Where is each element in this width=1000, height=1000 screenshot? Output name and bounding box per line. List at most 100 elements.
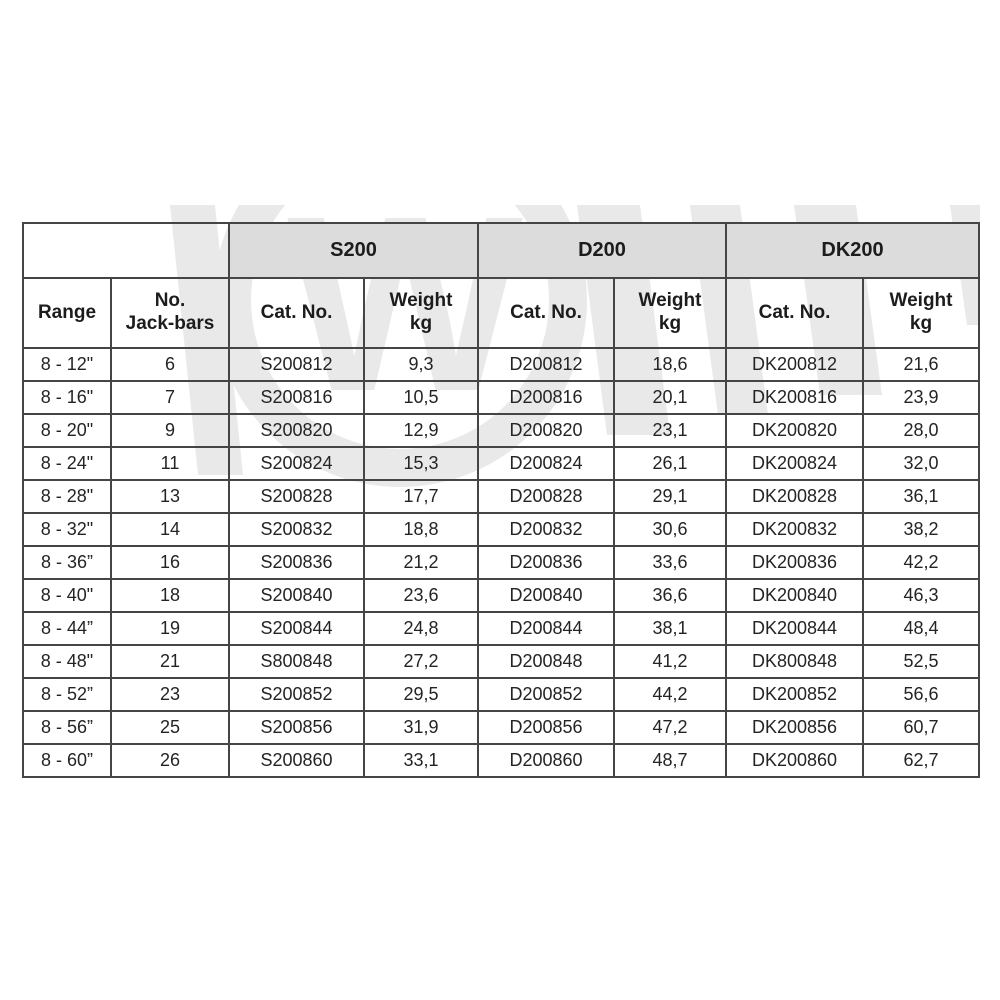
group-header-row: S200 D200 DK200 <box>22 222 981 279</box>
column-header-d200-cat-no: Cat. No. <box>477 277 615 349</box>
table-cell-s200-cat: S200844 <box>228 611 365 646</box>
table-cell-range: 8 - 12" <box>22 347 112 382</box>
table-cell-jack-bars: 6 <box>110 347 230 382</box>
table-cell-s200-cat: S200852 <box>228 677 365 712</box>
table-cell-d200-wt: 33,6 <box>613 545 727 580</box>
table-cell-s200-wt: 21,2 <box>363 545 479 580</box>
table-cell-d200-cat: D200820 <box>477 413 615 448</box>
group-header-s200: S200 <box>228 222 479 279</box>
table-cell-d200-wt: 47,2 <box>613 710 727 745</box>
table-cell-d200-wt: 23,1 <box>613 413 727 448</box>
column-header-dk200-cat-no: Cat. No. <box>725 277 864 349</box>
table-cell-d200-wt: 26,1 <box>613 446 727 481</box>
table-cell-range: 8 - 16" <box>22 380 112 415</box>
table-cell-jack-bars: 19 <box>110 611 230 646</box>
column-header-d200-weight: Weight kg <box>613 277 727 349</box>
table-cell-dk200-wt: 23,9 <box>861 380 981 415</box>
table-row: 8 - 44” 19 S200844 24,8 D200844 38,1 DK200844 4… <box>22 611 981 646</box>
table-cell-s200-wt: 23,6 <box>363 578 479 613</box>
column-header-jack-bars: No. Jack-bars <box>110 277 230 349</box>
table-cell-d200-wt: 30,6 <box>613 512 727 547</box>
table-cell-dk200-wt: 38,2 <box>861 512 981 547</box>
table-cell-jack-bars: 21 <box>110 644 230 679</box>
table-cell-d200-wt: 38,1 <box>613 611 727 646</box>
table-cell-dk200-wt: 42,2 <box>861 545 981 580</box>
table-cell-d200-wt: 18,6 <box>613 347 727 382</box>
table-row: 8 - 48" 21 S800848 27,2 D200848 41,2 DK800848 5… <box>22 644 981 679</box>
table-cell-s200-wt: 33,1 <box>363 743 479 778</box>
table-cell-d200-cat: D200860 <box>477 743 615 778</box>
table-cell-dk200-cat: DK200844 <box>725 611 864 646</box>
table-cell-d200-cat: D200836 <box>477 545 615 580</box>
table-cell-d200-cat: D200812 <box>477 347 615 382</box>
table-cell-dk200-wt: 52,5 <box>861 644 981 679</box>
table-cell-dk200-cat: DK200852 <box>725 677 864 712</box>
table-cell-dk200-wt: 62,7 <box>861 743 981 778</box>
table-cell-s200-cat: S200860 <box>228 743 365 778</box>
table-cell-s200-wt: 15,3 <box>363 446 479 481</box>
table-cell-dk200-cat: DK200856 <box>725 710 864 745</box>
table-cell-s200-cat: S200824 <box>228 446 365 481</box>
table-cell-range: 8 - 44” <box>22 611 112 646</box>
table-cell-s200-cat: S800848 <box>228 644 365 679</box>
table-row: 8 - 20" 9 S200820 12,9 D200820 23,1 DK200820 28… <box>22 413 981 448</box>
table-cell-dk200-cat: DK200832 <box>725 512 864 547</box>
table-cell-dk200-wt: 48,4 <box>861 611 981 646</box>
table-cell-dk200-cat: DK200816 <box>725 380 864 415</box>
table-cell-range: 8 - 52” <box>22 677 112 712</box>
table-cell-s200-cat: S200836 <box>228 545 365 580</box>
table-cell-jack-bars: 23 <box>110 677 230 712</box>
table-cell-s200-wt: 18,8 <box>363 512 479 547</box>
table-row: 8 - 24" 11 S200824 15,3 D200824 26,1 DK200824 3… <box>22 446 981 481</box>
table-cell-jack-bars: 26 <box>110 743 230 778</box>
table-cell-dk200-cat: DK800848 <box>725 644 864 679</box>
table-cell-d200-wt: 44,2 <box>613 677 727 712</box>
table-cell-d200-cat: D200824 <box>477 446 615 481</box>
table-cell-dk200-wt: 56,6 <box>861 677 981 712</box>
table-cell-s200-wt: 31,9 <box>363 710 479 745</box>
table-cell-s200-cat: S200840 <box>228 578 365 613</box>
table-cell-jack-bars: 16 <box>110 545 230 580</box>
spec-table: S200 D200 DK200 Range No. Jack-bars Cat.… <box>22 222 981 778</box>
table-cell-s200-cat: S200856 <box>228 710 365 745</box>
table-cell-d200-cat: D200840 <box>477 578 615 613</box>
table-cell-dk200-wt: 60,7 <box>861 710 981 745</box>
table-cell-jack-bars: 13 <box>110 479 230 514</box>
table-cell-s200-wt: 29,5 <box>363 677 479 712</box>
table-cell-range: 8 - 56” <box>22 710 112 745</box>
table-cell-s200-cat: S200812 <box>228 347 365 382</box>
table-cell-jack-bars: 9 <box>110 413 230 448</box>
table-cell-dk200-wt: 21,6 <box>861 347 981 382</box>
table-cell-d200-wt: 20,1 <box>613 380 727 415</box>
table-cell-jack-bars: 25 <box>110 710 230 745</box>
table-cell-dk200-wt: 32,0 <box>861 446 981 481</box>
table-cell-s200-cat: S200828 <box>228 479 365 514</box>
table-cell-d200-wt: 29,1 <box>613 479 727 514</box>
table-cell-dk200-cat: DK200824 <box>725 446 864 481</box>
column-header-s200-weight: Weight kg <box>363 277 479 349</box>
table-cell-s200-wt: 12,9 <box>363 413 479 448</box>
table-cell-range: 8 - 36” <box>22 545 112 580</box>
table-cell-s200-wt: 9,3 <box>363 347 479 382</box>
table-cell-s200-wt: 24,8 <box>363 611 479 646</box>
table-row: 8 - 60” 26 S200860 33,1 D200860 48,7 DK200860 6… <box>22 743 981 778</box>
table-cell-jack-bars: 11 <box>110 446 230 481</box>
table-cell-dk200-cat: DK200812 <box>725 347 864 382</box>
column-header-dk200-weight: Weight kg <box>861 277 981 349</box>
table-row: 8 - 52” 23 S200852 29,5 D200852 44,2 DK200852 5… <box>22 677 981 712</box>
table-body: 8 - 12" 6 S200812 9,3 D200812 18,6 DK200812 21,… <box>22 347 981 778</box>
table-cell-s200-cat: S200816 <box>228 380 365 415</box>
table-row: 8 - 36” 16 S200836 21,2 D200836 33,6 DK200836 4… <box>22 545 981 580</box>
table-cell-range: 8 - 28" <box>22 479 112 514</box>
table-cell-s200-cat: S200820 <box>228 413 365 448</box>
table-cell-d200-cat: D200828 <box>477 479 615 514</box>
table-row: 8 - 56” 25 S200856 31,9 D200856 47,2 DK200856 6… <box>22 710 981 745</box>
table-cell-range: 8 - 32" <box>22 512 112 547</box>
table-cell-dk200-wt: 36,1 <box>861 479 981 514</box>
table-cell-d200-cat: D200832 <box>477 512 615 547</box>
table-cell-d200-cat: D200848 <box>477 644 615 679</box>
table-cell-d200-cat: D200852 <box>477 677 615 712</box>
table-cell-dk200-cat: DK200820 <box>725 413 864 448</box>
table-cell-d200-wt: 41,2 <box>613 644 727 679</box>
table-row: 8 - 12" 6 S200812 9,3 D200812 18,6 DK200812 21,… <box>22 347 981 382</box>
